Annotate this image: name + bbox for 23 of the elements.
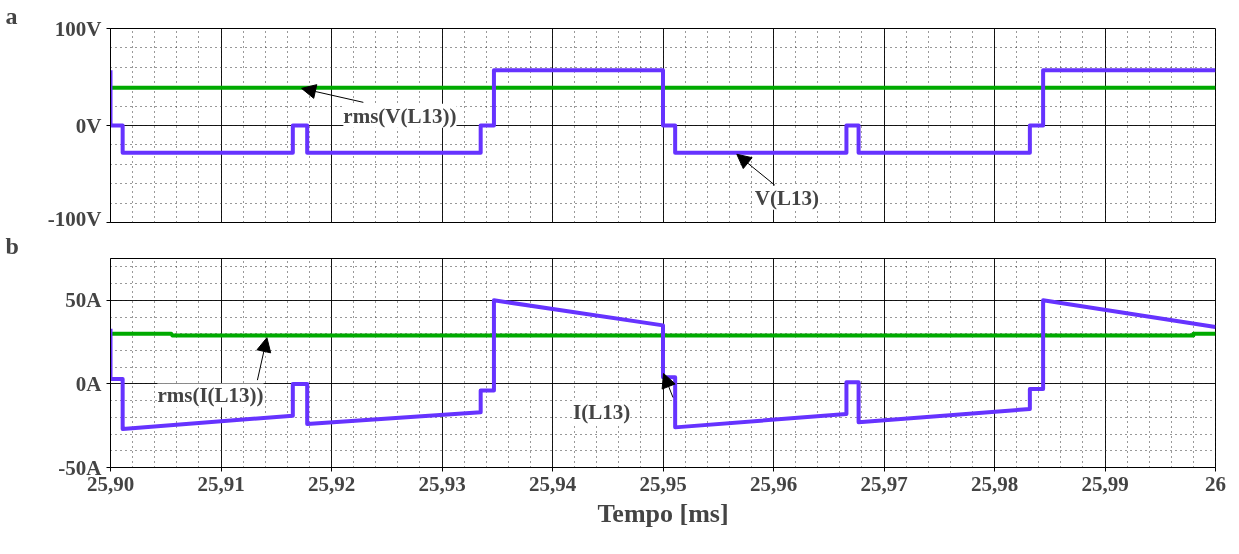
y-tick-label: 100V bbox=[54, 16, 102, 41]
annotation: V(L13) bbox=[754, 185, 819, 210]
x-tick-label: 25,96 bbox=[749, 471, 798, 496]
annotation: rms(I(L13)) bbox=[157, 383, 264, 408]
chart-title: b bbox=[5, 232, 19, 259]
annotation: rms(V(L13)) bbox=[343, 103, 457, 128]
y-tick-label: 0V bbox=[75, 113, 102, 138]
x-tick-label: 25,92 bbox=[307, 471, 356, 496]
x-tick-label: 25,94 bbox=[528, 471, 577, 496]
x-tick-label: 25,93 bbox=[418, 471, 466, 496]
annotation: I(L13) bbox=[573, 400, 631, 425]
x-tick-label: 26 bbox=[1205, 471, 1226, 496]
y-tick-label: 50A bbox=[65, 288, 103, 313]
x-axis-title: Tempo [ms] bbox=[597, 498, 729, 528]
x-tick-label: 25,98 bbox=[970, 471, 1019, 496]
y-tick-label: 0A bbox=[75, 371, 103, 396]
chart-title: a bbox=[5, 2, 18, 29]
x-tick-label: 25,91 bbox=[197, 471, 245, 496]
y-tick-label: -100V bbox=[47, 206, 102, 231]
line-series bbox=[110, 298, 1216, 432]
x-tick-label: 25,95 bbox=[639, 471, 687, 496]
x-tick-label: 25,97 bbox=[860, 471, 908, 496]
x-tick-label: 25,99 bbox=[1081, 471, 1129, 496]
